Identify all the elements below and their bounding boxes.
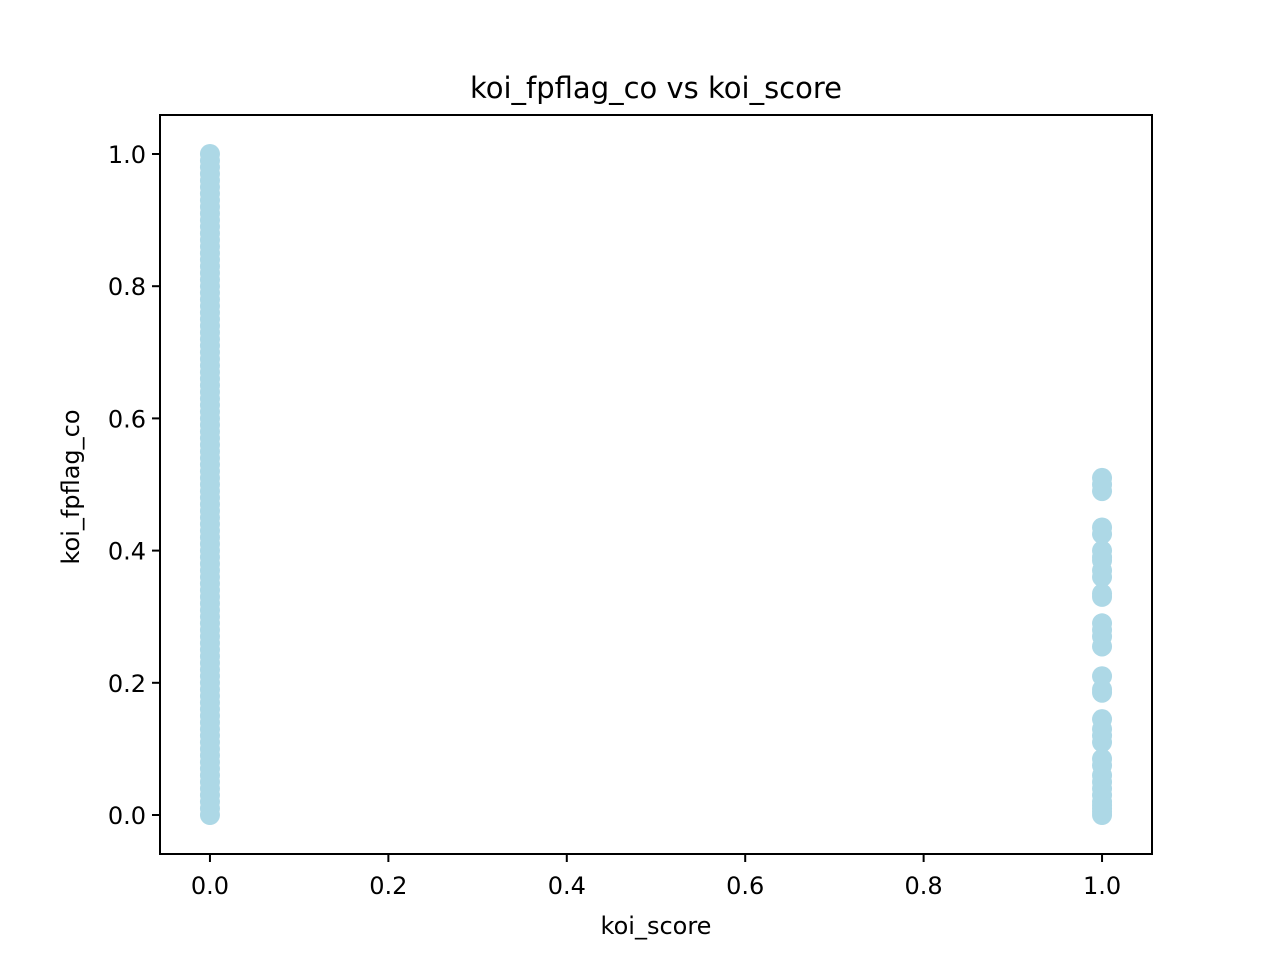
scatter-point	[1092, 517, 1113, 538]
y-tick-label: 0.0	[108, 802, 146, 830]
scatter-point	[1092, 748, 1113, 769]
x-axis-ticks: 0.0 0.2 0.4 0.6 0.8 1.0	[191, 854, 1121, 900]
x-tick-label: 0.0	[191, 872, 229, 900]
plot-frame	[159, 114, 1153, 855]
scatter-point	[1092, 467, 1113, 488]
scatter-point	[1092, 583, 1113, 604]
y-axis-label: koi_fpflag_co	[57, 409, 85, 564]
scatter-point	[199, 144, 220, 164]
y-tick-label: 0.2	[108, 670, 146, 698]
y-tick-label: 1.0	[108, 141, 146, 169]
x-tick-label: 0.6	[726, 872, 764, 900]
x-tick-label: 0.4	[548, 872, 586, 900]
y-tick-label: 0.8	[108, 273, 146, 301]
scatter-point	[1092, 613, 1113, 634]
scatter-point	[1092, 666, 1113, 687]
scatter-point	[1092, 540, 1113, 561]
points-layer	[199, 144, 1113, 825]
y-tick-label: 0.4	[108, 538, 146, 566]
x-tick-label: 0.8	[905, 872, 943, 900]
chart-title: koi_fpflag_co vs koi_score	[470, 71, 842, 105]
scatter-point	[1092, 709, 1113, 730]
x-axis-label: koi_score	[601, 912, 712, 940]
y-axis-ticks: 0.0 0.2 0.4 0.6 0.8 1.0	[108, 141, 160, 830]
x-tick-label: 1.0	[1083, 872, 1121, 900]
y-tick-label: 0.6	[108, 405, 146, 433]
x-tick-label: 0.2	[369, 872, 407, 900]
